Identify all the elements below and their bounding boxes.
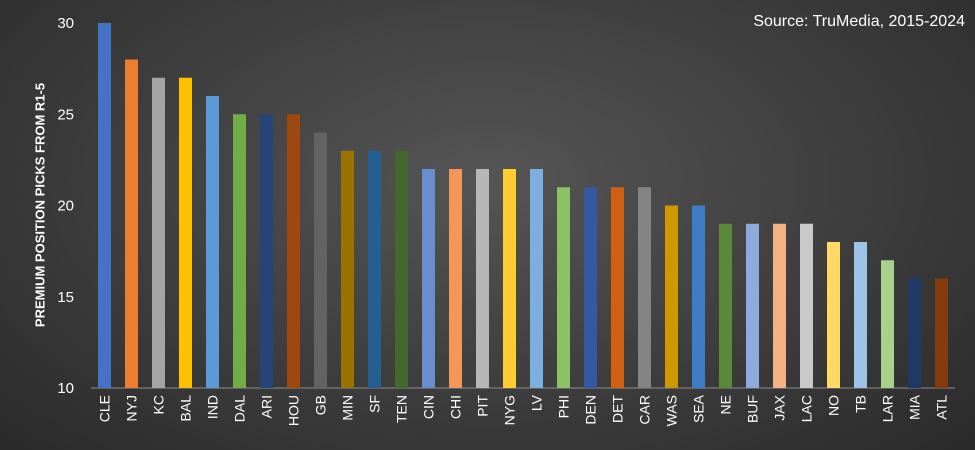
bar-lac: [800, 223, 813, 388]
bar-dal: [233, 114, 246, 388]
bar-jax: [773, 223, 786, 388]
x-tick-label: NO: [826, 395, 842, 416]
bar-ari: [260, 114, 273, 388]
x-tick-label: CAR: [637, 395, 653, 425]
bar-lar: [881, 260, 894, 388]
x-tick-label: CHI: [448, 395, 464, 419]
x-tick-label: WAS: [664, 395, 680, 426]
x-tick-label: SF: [367, 395, 383, 413]
bar-ne: [719, 223, 732, 388]
x-tick-label: DET: [610, 395, 626, 423]
x-tick-label: PIT: [475, 395, 491, 417]
x-tick-label: LAR: [880, 395, 896, 422]
x-tick-label: DEN: [583, 395, 599, 425]
x-tick-labels: CLE NYJ KC BAL IND DAL ARI HOU GB MIN SF TEN CIN CHI P…: [97, 394, 950, 426]
x-tick-label: MIN: [340, 395, 356, 421]
x-tick-label: MIA: [907, 394, 923, 420]
bar-cle: [98, 23, 111, 388]
bar-den: [584, 187, 597, 388]
bar-bal: [179, 77, 192, 388]
x-tick-label: IND: [205, 395, 221, 419]
bar-mia: [908, 278, 921, 388]
x-tick-label: SEA: [691, 394, 707, 423]
bar-sf: [368, 150, 381, 388]
bar-gb: [314, 132, 327, 388]
x-tick-label: JAX: [772, 394, 788, 420]
bar-chi: [449, 169, 462, 388]
x-tick-label: ATL: [934, 395, 950, 420]
x-tick-label: ARI: [259, 395, 275, 418]
bar-atl: [935, 278, 948, 388]
x-tick-label: NYJ: [124, 395, 140, 421]
y-tick-labels: 10 15 20 25 30: [57, 15, 74, 397]
bar-pit: [476, 169, 489, 388]
x-tick-label: DAL: [232, 395, 248, 422]
bar-nyg: [503, 169, 516, 388]
bar-lv: [530, 169, 543, 388]
bar-cin: [422, 169, 435, 388]
x-tick-label: LV: [529, 394, 545, 411]
x-tick-label: KC: [151, 395, 167, 414]
source-annotation: Source: TruMedia, 2015-2024: [753, 13, 965, 30]
y-tick-label: 30: [57, 15, 74, 32]
x-tick-label: BUF: [745, 395, 761, 423]
y-tick-label: 15: [57, 289, 74, 306]
y-tick-label: 25: [57, 106, 74, 123]
bar-no: [827, 242, 840, 388]
x-tick-label: CIN: [421, 395, 437, 419]
chart-bars: [98, 23, 948, 388]
y-tick-label: 10: [57, 380, 74, 397]
bar-ten: [395, 150, 408, 388]
bar-det: [611, 187, 624, 388]
bar-tb: [854, 242, 867, 388]
bar-car: [638, 187, 651, 388]
bar-hou: [287, 114, 300, 388]
x-tick-label: BAL: [178, 395, 194, 422]
x-tick-label: LAC: [799, 395, 815, 422]
bar-phi: [557, 187, 570, 388]
x-tick-label: HOU: [286, 395, 302, 426]
bar-min: [341, 150, 354, 388]
y-axis-label: PREMIUM POSITION PICKS FROM R1-5: [32, 82, 48, 328]
x-tick-label: TB: [853, 395, 869, 413]
x-tick-label: NYG: [502, 395, 518, 425]
x-tick-label: TEN: [394, 395, 410, 423]
x-tick-label: CLE: [97, 395, 113, 422]
x-tick-label: GB: [313, 395, 329, 415]
bar-ind: [206, 96, 219, 388]
bar-kc: [152, 77, 165, 388]
y-tick-label: 20: [57, 198, 74, 215]
bar-buf: [746, 223, 759, 388]
bar-nyj: [125, 59, 138, 388]
bar-was: [665, 205, 678, 388]
x-tick-label: NE: [718, 395, 734, 414]
x-tick-label: PHI: [556, 395, 572, 418]
bar-sea: [692, 205, 705, 388]
